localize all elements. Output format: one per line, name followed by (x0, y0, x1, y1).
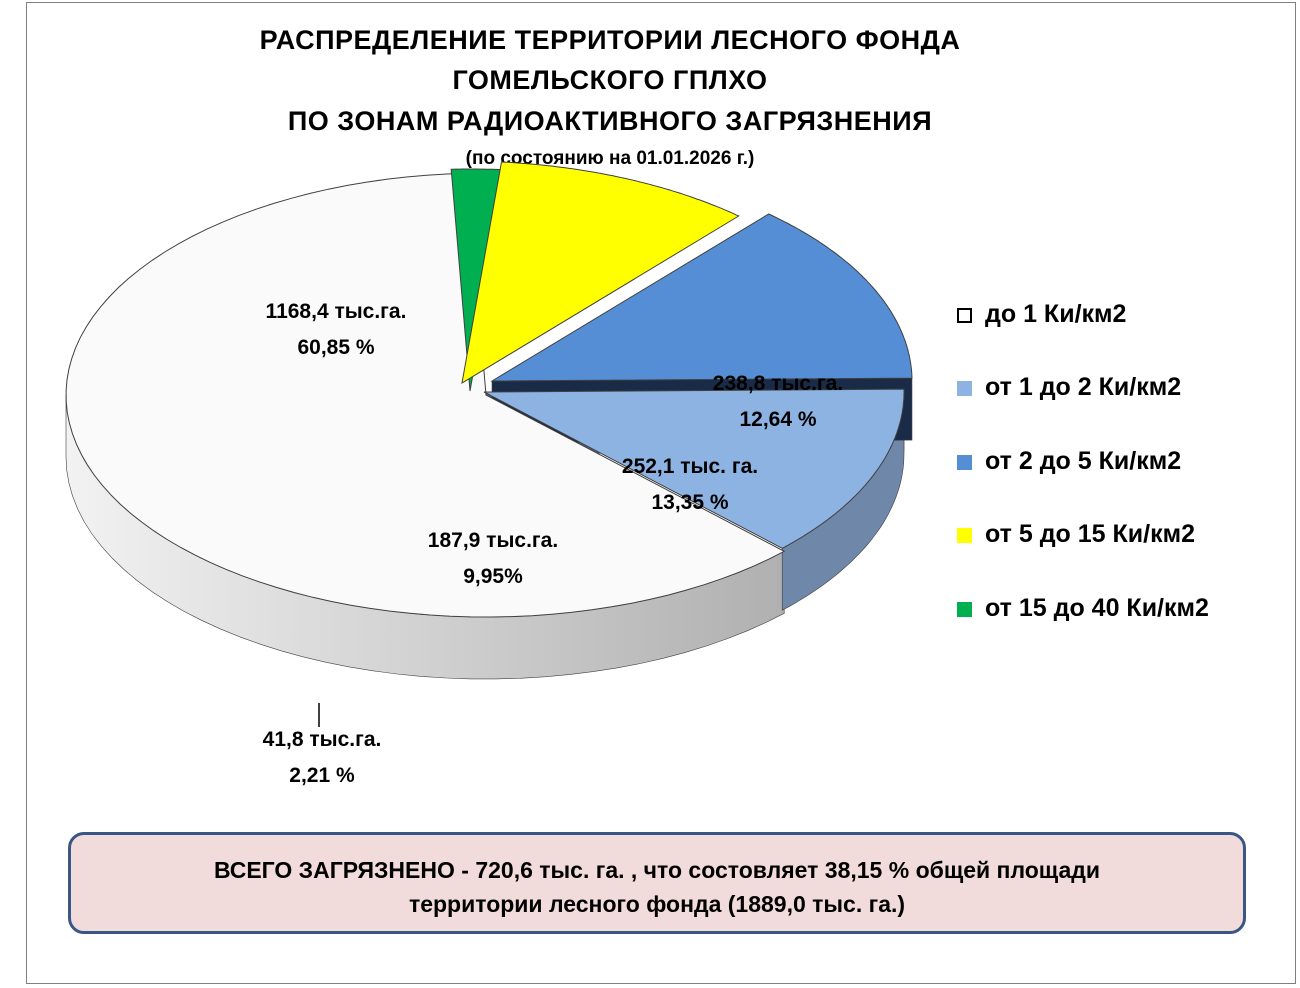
chart-title-line-2: ГОМЕЛЬСКОГО ГПЛХО (452, 65, 768, 95)
slice-top-4 (461, 161, 740, 384)
legend-swatch-3 (957, 455, 972, 470)
slice-label-percent-5: 2,21 % (289, 764, 355, 787)
chart-subtitle: (по состоянию на 01.01.2026 г.) (465, 148, 755, 169)
chart-title-line-3: ПО ЗОНАМ РАДИОАКТИВНОГО ЗАГРЯЗНЕНИЯ (287, 106, 933, 136)
summary-line-2: территории лесного фонда (1889,0 тыс. га… (408, 891, 906, 917)
legend-label-3: от 2 до 5 Ки/км2 (985, 447, 1182, 475)
slice-label-area-2: 238,8 тыс.га. (713, 372, 843, 395)
slice-top-1 (65, 172, 786, 618)
chart-title-line-1: РАСПРЕДЕЛЕНИЕ ТЕРРИТОРИИ ЛЕСНОГО ФОНДА (259, 25, 961, 55)
legend-label-2: от 1 до 2 Ки/км2 (985, 373, 1182, 401)
legend-label-1: до 1 Ки/км2 (985, 300, 1127, 328)
legend-swatch-2 (957, 381, 972, 396)
legend-swatch-1 (957, 308, 972, 323)
slice-label-percent-4: 9,95% (463, 565, 523, 588)
slice-label-area-4: 187,9 тыс.га. (428, 529, 558, 552)
slice-label-percent-3: 13,35 % (651, 491, 728, 514)
legend-swatch-4 (957, 528, 972, 543)
slice-label-area-5: 41,8 тыс.га. (263, 728, 382, 751)
slice-top-2 (483, 388, 905, 549)
slice-label-area-3: 252,1 тыс. га. (622, 455, 758, 478)
legend-swatch-5 (957, 602, 972, 617)
summary-line-1: ВСЕГО ЗАГРЯЗНЕНО - 720,6 тыс. га. , что … (213, 857, 1101, 883)
slice-label-area-1: 1168,4 тыс.га. (266, 300, 407, 323)
legend-label-5: от 15 до 40 Ки/км2 (985, 594, 1209, 622)
slice-label-percent-1: 60,85 % (297, 336, 374, 359)
chart-frame (26, 2, 1296, 984)
summary-box: ВСЕГО ЗАГРЯЗНЕНО - 720,6 тыс. га. , что … (68, 832, 1246, 934)
slice-label-percent-2: 12,64 % (739, 408, 816, 431)
legend-label-4: от 5 до 15 Ки/км2 (985, 520, 1196, 548)
slice-top-3 (490, 213, 913, 382)
